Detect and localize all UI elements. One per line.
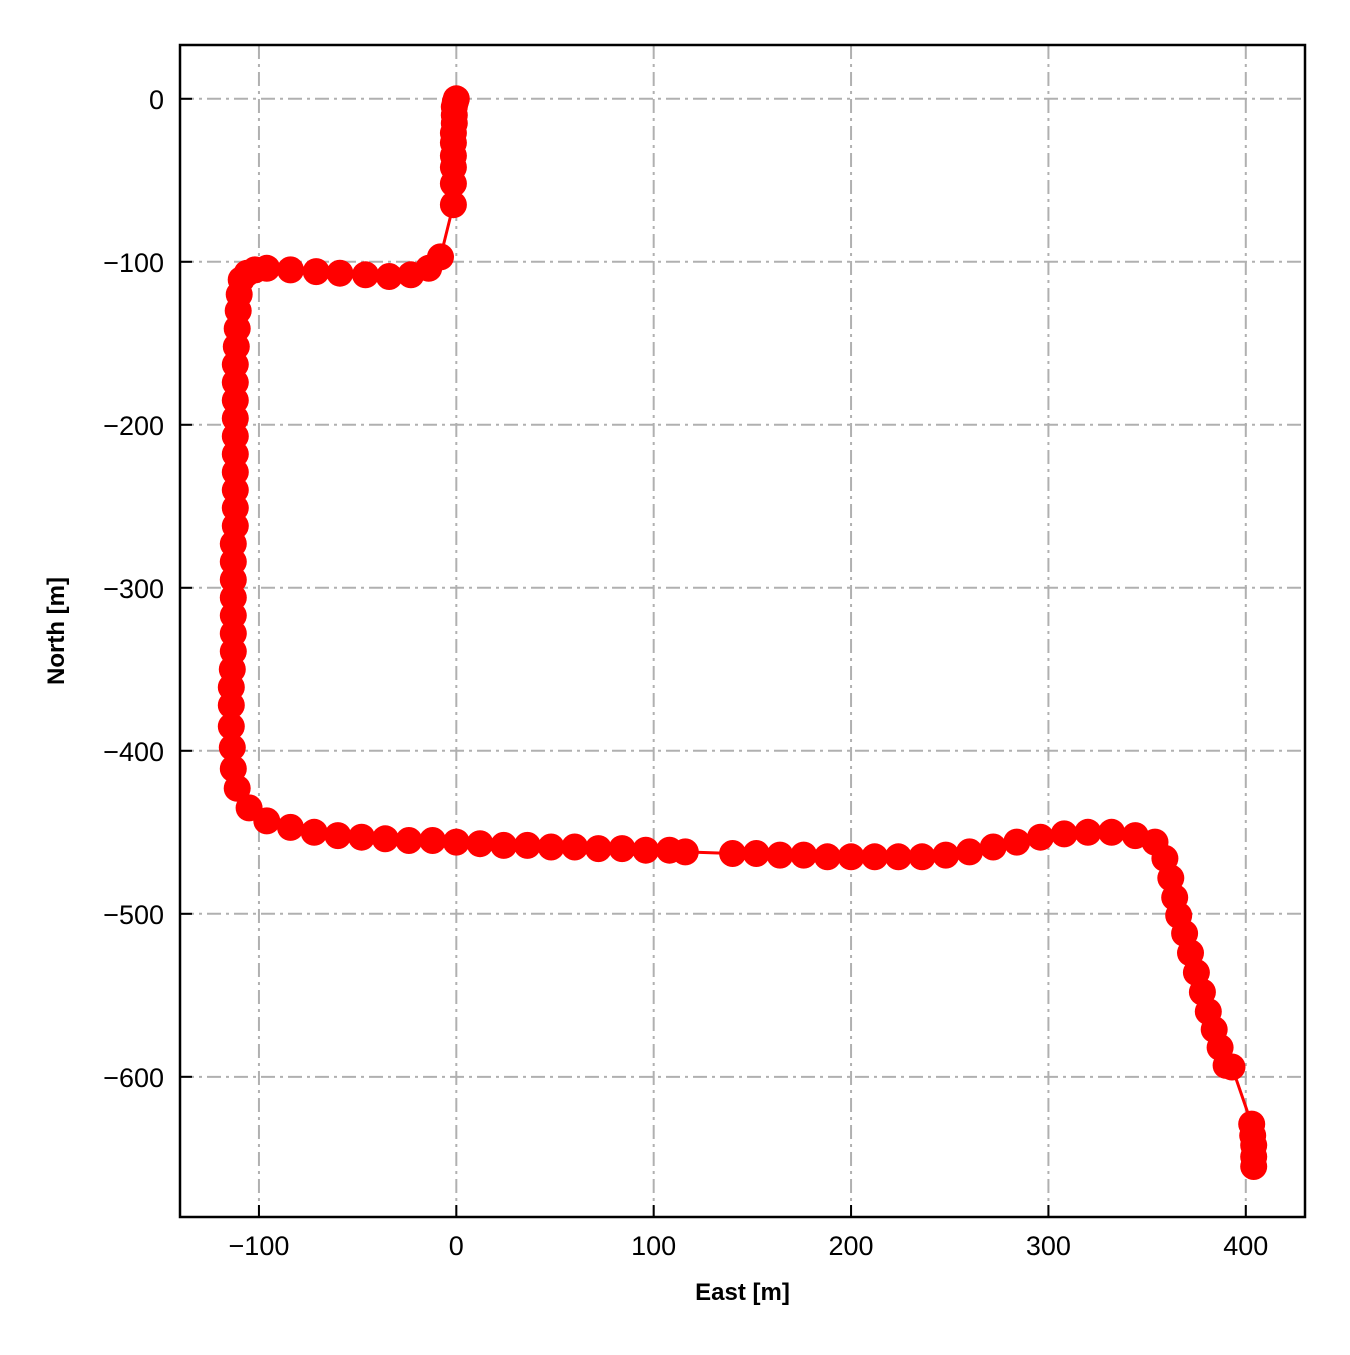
data-point (537, 833, 565, 861)
data-point (1027, 823, 1054, 851)
data-point (439, 170, 467, 198)
x-tick-label: 300 (1026, 1231, 1071, 1261)
data-point (956, 838, 983, 866)
data-point (979, 833, 1007, 861)
axis-ticks: −100 0 100 200 300 400 0 −100 −200 −300 −400 −500 −6… (103, 85, 1268, 1261)
data-point (397, 261, 425, 289)
data-point (884, 843, 912, 871)
data-point (1003, 828, 1031, 856)
data-point (375, 263, 403, 290)
data-point (218, 734, 246, 761)
x-axis-label: East [m] (695, 1279, 790, 1306)
data-point (561, 833, 589, 861)
data-point (742, 840, 770, 867)
data-point (1050, 820, 1078, 848)
data-point (324, 822, 352, 850)
x-tick-label: 100 (631, 1231, 676, 1261)
data-point (671, 838, 699, 866)
data-point (223, 774, 251, 802)
data-point (584, 835, 612, 863)
data-point (277, 256, 304, 284)
data-point (908, 843, 936, 871)
data-point (300, 818, 328, 846)
x-tick-label: −100 (229, 1231, 290, 1261)
data-point (513, 831, 541, 859)
grid (180, 45, 1305, 1217)
data-point (766, 841, 794, 869)
data-point (837, 843, 865, 871)
data-point (790, 841, 818, 869)
data-point (932, 841, 960, 869)
y-tick-label: −200 (103, 411, 164, 441)
data-point (1074, 818, 1102, 846)
y-axis-label: North [m] (43, 577, 70, 685)
data-point (466, 830, 494, 858)
data-point (419, 827, 447, 854)
x-tick-label: 400 (1223, 1231, 1268, 1261)
data-point (1098, 818, 1126, 846)
data-point (861, 843, 889, 871)
data-point (813, 843, 841, 871)
data-point (371, 825, 399, 853)
data-point (395, 827, 423, 854)
y-tick-label: −500 (103, 900, 164, 930)
data-point (302, 258, 330, 286)
y-tick-label: −300 (103, 574, 164, 604)
x-tick-label: 200 (829, 1231, 874, 1261)
y-tick-label: 0 (149, 85, 164, 115)
plot-frame (178, 43, 1307, 1219)
data-point (719, 840, 747, 867)
data-point (352, 261, 379, 289)
y-tick-label: −100 (103, 248, 164, 278)
data-point (439, 191, 467, 219)
data-point (277, 813, 304, 841)
y-tick-label: −600 (103, 1063, 164, 1093)
data-point (326, 259, 354, 287)
data-point (490, 831, 518, 859)
data-point (632, 836, 660, 864)
data-point (1240, 1153, 1268, 1180)
x-tick-label: 0 (449, 1231, 464, 1261)
y-tick-label: −400 (103, 737, 164, 767)
data-point (217, 712, 245, 740)
data-point (217, 691, 245, 719)
data-point (608, 835, 636, 863)
data-series (217, 85, 1268, 1180)
data-point (348, 823, 376, 851)
data-point (253, 807, 281, 835)
data-point (1218, 1053, 1246, 1081)
data-point (442, 828, 470, 856)
